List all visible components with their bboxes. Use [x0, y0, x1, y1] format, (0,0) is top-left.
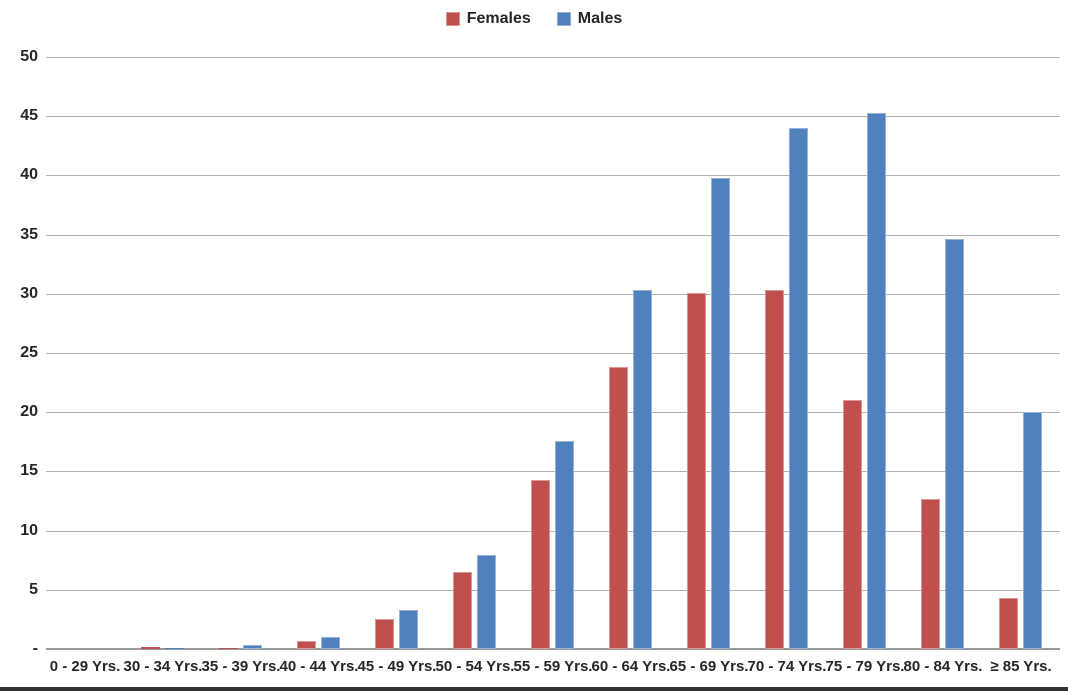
- y-axis-tick-label-20: 20: [20, 403, 38, 421]
- gridline-15: [46, 471, 1060, 473]
- bar-females-2: [219, 648, 238, 649]
- bar-males-11: [945, 239, 964, 649]
- bar-males-8: [711, 178, 730, 649]
- bar-males-9: [789, 128, 808, 649]
- bar-females-9: [765, 290, 784, 649]
- bar-males-1: [165, 648, 184, 649]
- bar-males-12: [1023, 412, 1042, 649]
- gridline-5: [46, 589, 1060, 591]
- females-swatch-icon: [445, 12, 460, 26]
- x-axis-category-label-9: 70 - 74 Yrs.: [747, 658, 827, 675]
- x-axis-category-label-10: 75 - 79 Yrs.: [825, 658, 905, 675]
- x-axis-category-label-4: 45 - 49 Yrs.: [357, 658, 437, 675]
- bar-females-7: [609, 367, 628, 649]
- y-axis-tick-label-0: -: [32, 640, 38, 657]
- y-axis-tick-label-5: 5: [29, 580, 38, 598]
- bar-females-10: [843, 400, 862, 649]
- males-swatch-icon: [556, 12, 571, 26]
- legend-label-females: Females: [466, 10, 531, 27]
- y-axis-tick-label-35: 35: [20, 225, 38, 243]
- bar-females-1: [141, 647, 160, 649]
- bar-females-12: [999, 598, 1018, 649]
- y-axis-tick-label-40: 40: [20, 166, 38, 184]
- x-axis-category-label-2: 35 - 39 Yrs.: [201, 658, 281, 675]
- bar-males-4: [399, 610, 418, 649]
- x-axis-category-label-5: 50 - 54 Yrs.: [435, 658, 515, 675]
- y-axis-tick-label-10: 10: [20, 521, 38, 539]
- legend-item-males: Males: [556, 10, 623, 28]
- gridline-10: [46, 530, 1060, 532]
- bar-females-6: [531, 480, 550, 649]
- legend-item-females: Females: [445, 10, 531, 28]
- gridline-35: [46, 234, 1060, 236]
- x-axis-category-label-12: ≥ 85 Yrs.: [990, 658, 1052, 675]
- gridline-20: [46, 412, 1060, 414]
- bar-males-7: [633, 290, 652, 649]
- y-axis-tick-label-25: 25: [20, 344, 38, 361]
- bar-males-10: [867, 113, 886, 649]
- bar-females-11: [921, 499, 940, 649]
- bar-males-2: [243, 645, 262, 649]
- bottom-rule: [0, 687, 1068, 691]
- plot-area: [46, 57, 1060, 650]
- bar-males-6: [555, 441, 574, 649]
- bar-males-3: [321, 637, 340, 649]
- bar-males-5: [477, 555, 496, 649]
- bar-females-8: [687, 293, 706, 649]
- legend-label-males: Males: [577, 10, 623, 27]
- y-axis-tick-label-45: 45: [20, 107, 38, 125]
- gridline-45: [46, 116, 1060, 118]
- bar-females-3: [297, 641, 316, 649]
- gridline-50: [46, 57, 1060, 58]
- gridline-30: [46, 293, 1060, 295]
- x-axis-category-label-3: 40 - 44 Yrs.: [279, 658, 359, 675]
- legend: Females Males: [0, 10, 1068, 28]
- x-axis-category-label-11: 80 - 84 Yrs.: [903, 658, 983, 675]
- y-axis-tick-label-15: 15: [20, 462, 38, 480]
- y-axis-tick-label-30: 30: [20, 284, 38, 302]
- bar-females-5: [453, 572, 472, 649]
- x-axis-category-label-8: 65 - 69 Yrs.: [669, 658, 749, 675]
- x-axis-category-label-7: 60 - 64 Yrs.: [591, 658, 671, 675]
- x-axis-category-label-1: 30 - 34 Yrs.: [123, 658, 203, 675]
- gridline-25: [46, 353, 1060, 354]
- x-axis-category-label-6: 55 - 59 Yrs.: [513, 658, 593, 675]
- x-axis-line: [46, 648, 1060, 650]
- y-axis-tick-label-50: 50: [20, 48, 38, 65]
- gridline-40: [46, 175, 1060, 177]
- x-axis-category-label-0: 0 - 29 Yrs.: [49, 658, 121, 675]
- bar-females-4: [375, 619, 394, 649]
